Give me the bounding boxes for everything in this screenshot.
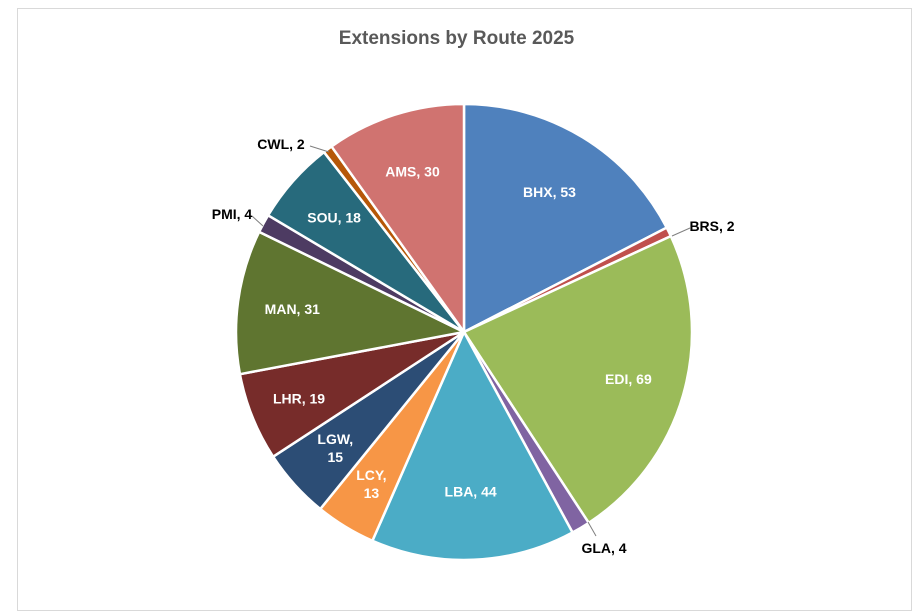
pie-slice-ams	[330, 102, 466, 334]
pie-slice-edi	[462, 234, 694, 525]
pie-slice-lba	[371, 330, 574, 562]
leader-line-pmi	[251, 215, 264, 227]
data-label-sou: SOU, 18	[307, 209, 361, 225]
data-label-lba: LBA, 44	[445, 484, 497, 500]
leader-line-brs	[671, 227, 691, 237]
data-label-ams: AMS, 30	[385, 163, 440, 179]
data-label-edi: EDI, 69	[605, 371, 652, 387]
data-label-gla: GLA, 4	[581, 540, 626, 556]
data-label-cwl: CWL, 2	[257, 136, 305, 152]
leader-line-cwl	[309, 145, 330, 153]
data-label-brs: BRS, 2	[689, 218, 734, 234]
leader-line-gla	[587, 521, 597, 537]
data-label-pmi: PMI, 4	[212, 206, 253, 222]
pie-slice-man	[234, 230, 466, 376]
data-label-bhx: BHX, 53	[523, 184, 576, 200]
data-label-lhr: LHR, 19	[273, 390, 325, 406]
pie-slice-bhx	[462, 102, 668, 334]
data-label-lcy: LCY, 13	[356, 467, 386, 501]
data-label-man: MAN, 31	[265, 301, 320, 317]
data-label-lgw: LGW, 15	[317, 431, 353, 465]
chart-title: Extensions by Route 2025	[338, 28, 575, 49]
